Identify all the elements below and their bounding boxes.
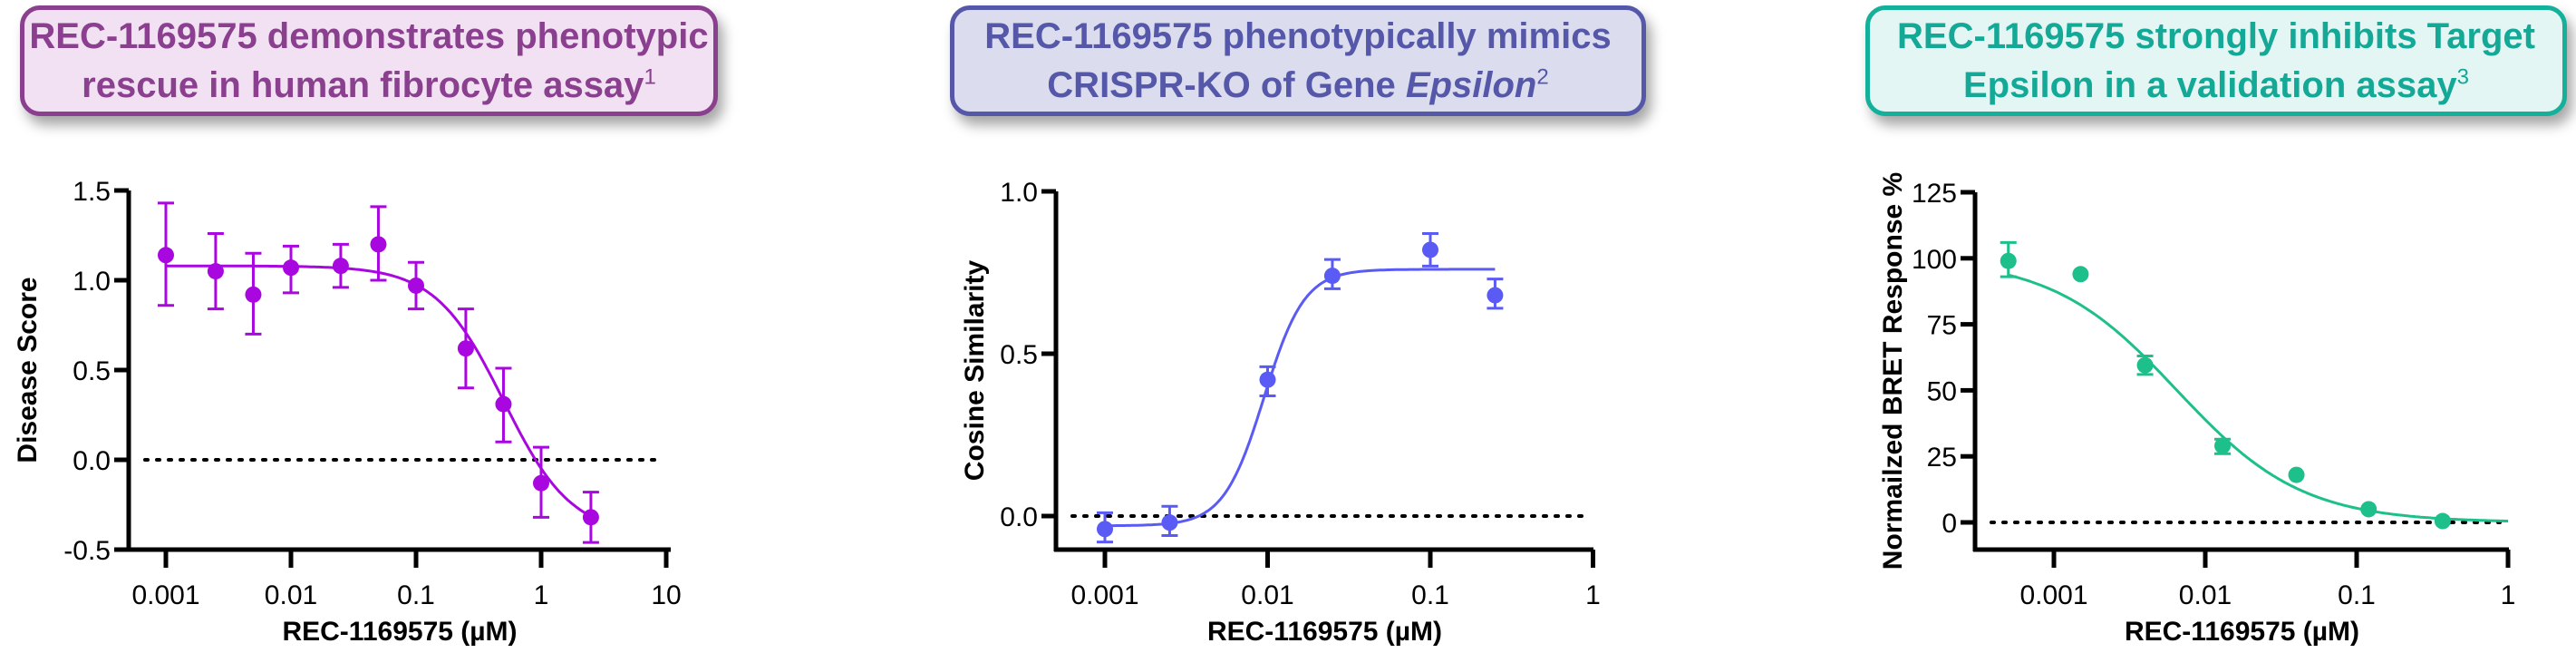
y-tick-label: 0.0 [73, 446, 111, 476]
panel-1-title-line1: REC-1169575 demonstrates phenotypic [29, 16, 709, 56]
data-point [582, 509, 599, 526]
chart-disease-score: -0.5 0.0 0.5 1.0 1.5 0.001 0.01 0.1 1 10 REC-11695… [13, 177, 682, 647]
data-point [2434, 512, 2451, 530]
fit-curve [166, 264, 592, 518]
y-tick-label: 125 [1912, 179, 1957, 209]
panel-2-title-line1: REC-1169575 phenotypically mimics [984, 16, 1612, 56]
y-tick-label: 1.0 [1000, 178, 1038, 208]
y-axis-title: Normailzed BRET Response % [1878, 172, 1908, 570]
x-axis-title: REC-1169575 (µM) [2125, 617, 2359, 647]
data-point [2136, 356, 2154, 374]
x-tick-label: 1 [534, 580, 549, 610]
data-point [1323, 268, 1341, 285]
x-tick-label: 10 [651, 580, 681, 610]
x-tick-label: 1 [2501, 580, 2516, 610]
data-point [1161, 514, 1178, 531]
x-tick-label: 0.001 [131, 580, 199, 610]
data-point [283, 259, 299, 277]
y-tick-label: 75 [1927, 311, 1957, 341]
data-point [370, 236, 387, 253]
fit-curve [2008, 273, 2508, 522]
data-point [2000, 252, 2017, 269]
y-tick-label: 0.0 [1000, 502, 1038, 532]
x-tick-label: 1 [1585, 580, 1601, 610]
data-point [495, 395, 512, 413]
x-tick-label: 0.01 [2179, 580, 2232, 610]
y-tick-label: 25 [1927, 443, 1957, 473]
y-tick-label: 1.5 [73, 177, 111, 207]
x-tick-label: 0.001 [2019, 580, 2087, 610]
data-point [1259, 371, 1276, 388]
fit-curve [1105, 268, 1496, 528]
data-point [1487, 287, 1504, 304]
data-point [1097, 521, 1113, 538]
y-tick-label: 0.5 [73, 356, 111, 386]
panel-3-title-line1: REC-1169575 strongly inhibits Target [1897, 16, 2535, 56]
data-point [533, 474, 549, 492]
data-point [245, 286, 262, 303]
data-point [2072, 266, 2089, 283]
x-tick-label: 0.1 [1411, 580, 1449, 610]
panel-1-title-box: REC-1169575 demonstrates phenotypic resc… [20, 5, 718, 116]
x-axis-title: REC-1169575 (µM) [1207, 617, 1442, 647]
panel-3-footnote-ref: 3 [2456, 64, 2469, 90]
y-tick-label: 1.0 [73, 267, 111, 297]
data-point [207, 263, 224, 280]
panel-2-title-line2: CRISPR-KO of Gene [1047, 65, 1406, 105]
y-tick-label: 0.5 [1000, 340, 1038, 370]
y-axis-title: Disease Score [13, 277, 43, 463]
data-point [158, 247, 174, 264]
x-tick-label: 0.01 [1241, 580, 1293, 610]
x-tick-label: 0.001 [1070, 580, 1138, 610]
chart-bret-response: 0 25 50 75 100 125 0.001 0.01 0.1 1 REC-1169575 (µ… [1878, 172, 2515, 647]
data-point [2288, 466, 2305, 483]
panel-1-title-line2: rescue in human fibrocyte assay [82, 65, 644, 105]
x-tick-label: 0.1 [2338, 580, 2376, 610]
panel-2-footnote-ref: 2 [1536, 64, 1549, 90]
x-tick-label: 0.01 [265, 580, 317, 610]
panel-2-title-italic: Epsilon [1405, 65, 1537, 105]
y-tick-label: -0.5 [63, 536, 111, 566]
chart-cosine-similarity: 0.0 0.5 1.0 0.001 0.01 0.1 1 REC-1169575 (µM) Co… [960, 178, 1601, 647]
data-point [2360, 501, 2377, 518]
y-tick-label: 50 [1927, 376, 1957, 406]
y-tick-label: 0 [1942, 509, 1957, 539]
data-point [332, 258, 349, 275]
data-point [1422, 241, 1438, 258]
panel-1-footnote-ref: 1 [644, 64, 656, 90]
data-point [2214, 437, 2232, 454]
panel-3-title-box: REC-1169575 strongly inhibits Target Eps… [1865, 5, 2567, 116]
y-axis-title: Cosine Similarity [960, 259, 990, 481]
data-point [457, 340, 474, 357]
panel-2-title-box: REC-1169575 phenotypically mimics CRISPR… [950, 5, 1646, 116]
panel-3-title-line2: Epsilon in a validation assay [1963, 65, 2457, 105]
data-point [408, 277, 424, 294]
x-axis-title: REC-1169575 (µM) [282, 617, 517, 647]
x-tick-label: 0.1 [397, 580, 435, 610]
y-tick-label: 100 [1912, 245, 1957, 275]
